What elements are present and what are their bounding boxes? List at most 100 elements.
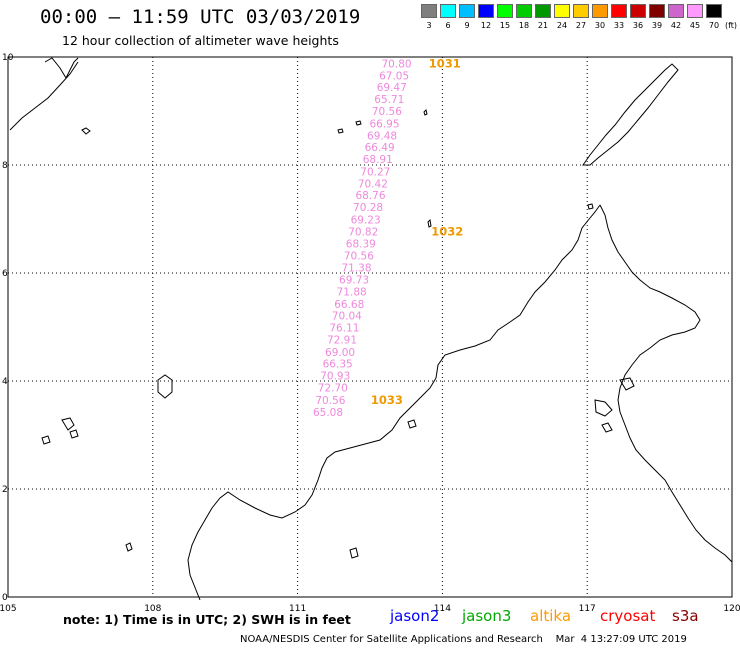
map-title: 00:00 – 11:59 UTC 03/03/2019: [40, 6, 361, 28]
wave-height-value: 70.56: [372, 106, 402, 118]
wave-height-value: 72.91: [327, 334, 357, 346]
coastline-indochina: [9, 57, 79, 131]
pressure-value: 1033: [371, 393, 403, 407]
scale-label: 18: [518, 21, 530, 30]
wave-height-value: 68.76: [355, 190, 385, 202]
wave-height-value: 69.00: [325, 347, 355, 359]
scale-label: 27: [575, 21, 587, 30]
coastline-borneo: [187, 204, 601, 601]
coastline-malay-islet: [81, 127, 91, 135]
wave-height-value: 70.56: [315, 395, 345, 407]
lon-tick-label: 108: [144, 604, 161, 614]
wave-height-value: 71.38: [341, 263, 371, 275]
scale-label: 39: [651, 21, 663, 30]
scale-label: 70: [708, 21, 720, 30]
wave-height-value: 70.04: [332, 311, 362, 323]
axis-tick-labels: 105 108 111 114 117 120 0 2 4 6 8 10: [0, 53, 740, 614]
coastline-reef-islets: [337, 109, 594, 228]
wave-height-value: 70.27: [360, 166, 390, 178]
footer-note: note: 1) Time is in UTC; 2) SWH is in fe…: [63, 612, 351, 627]
lat-tick-label: 8: [2, 161, 8, 171]
scale-swatch: [573, 4, 589, 18]
wave-height-value: 69.73: [339, 274, 369, 286]
lon-tick-label: 114: [434, 604, 451, 614]
wave-height-value: 68.39: [346, 238, 376, 250]
scale-label: 45: [689, 21, 701, 30]
scale-label: 21: [537, 21, 549, 30]
lat-tick-label: 10: [2, 53, 14, 63]
scale-swatch: [459, 4, 475, 18]
scale-swatch: [611, 4, 627, 18]
scale-label: 36: [632, 21, 644, 30]
lon-tick-label: 111: [289, 604, 306, 614]
wave-height-value: 70.56: [344, 251, 374, 263]
wave-height-value: 70.42: [358, 178, 388, 190]
coastline-east: [599, 204, 733, 563]
scale-swatch: [554, 4, 570, 18]
satellite-s3a: s3a: [672, 607, 699, 625]
wave-height-value: 70.93: [320, 371, 350, 383]
scale-label: 42: [670, 21, 682, 30]
scale-swatch: [630, 4, 646, 18]
lon-tick-label: 105: [0, 604, 17, 614]
wave-height-value: 70.28: [353, 202, 383, 214]
lat-tick-label: 2: [2, 485, 8, 495]
coastline-anambas: [41, 417, 79, 445]
scale-unit: (ft): [724, 21, 738, 30]
scale-swatch: [592, 4, 608, 18]
scale-swatch: [421, 4, 437, 18]
wave-height-value: 66.68: [334, 299, 364, 311]
wave-height-value: 68.91: [363, 154, 393, 166]
satellite-jason3: jason3: [462, 607, 512, 625]
scale-swatch: [668, 4, 684, 18]
satellite-cryosat: cryosat: [600, 607, 656, 625]
pressure-labels: 1031 1032 1033: [371, 56, 463, 406]
coastline-small-islands: [125, 419, 417, 559]
coastline-islets-right: [594, 377, 635, 433]
scale-swatch: [440, 4, 456, 18]
satellite-altika: altika: [530, 607, 572, 625]
scale-label: 15: [499, 21, 511, 30]
lat-tick-label: 6: [2, 269, 8, 279]
scale-swatch: [497, 4, 513, 18]
scale-label: 30: [594, 21, 606, 30]
wave-height-value: 69.23: [351, 215, 381, 227]
wave-height-value: 65.71: [374, 94, 404, 106]
footer-credit: NOAA/NESDIS Center for Satellite Applica…: [240, 634, 687, 645]
wave-height-value: 72.70: [318, 382, 348, 394]
wave-height-value: 71.88: [337, 286, 367, 298]
scale-label: 9: [464, 21, 470, 30]
scale-swatch: [478, 4, 494, 18]
pressure-value: 1031: [429, 56, 461, 70]
pressure-value: 1032: [431, 224, 463, 238]
wave-height-value: 76.11: [329, 323, 359, 335]
scale-swatch: [687, 4, 703, 18]
wave-height-value: 66.95: [369, 118, 399, 130]
scale-label: 3: [426, 21, 432, 30]
scale-swatch: [535, 4, 551, 18]
lon-tick-label: 120: [723, 604, 740, 614]
scale-label: 33: [613, 21, 625, 30]
coastlines: [9, 57, 733, 601]
scale-label: 12: [480, 21, 492, 30]
scale-label: 24: [556, 21, 568, 30]
satellite-jason2: jason2: [390, 607, 440, 625]
lon-tick-label: 117: [579, 604, 596, 614]
scale-swatch: [649, 4, 665, 18]
coastline-natuna: [157, 374, 173, 399]
scale-swatch: [706, 4, 722, 18]
map-subtitle: 12 hour collection of altimeter wave hei…: [62, 33, 339, 48]
wave-height-value: 66.35: [323, 359, 353, 371]
lat-lon-grid: [7, 56, 733, 598]
map-frame: [7, 56, 733, 598]
wave-height-value: 70.82: [348, 226, 378, 238]
scale-label: 6: [445, 21, 451, 30]
lat-tick-label: 0: [2, 593, 8, 603]
wave-height-value: 65.08: [313, 407, 343, 419]
altimeter-track: 70.8067.0569.4765.7170.5666.9569.4866.49…: [313, 58, 412, 418]
wave-height-value: 69.47: [377, 82, 407, 94]
wave-height-value: 70.80: [382, 58, 412, 70]
lat-tick-label: 4: [2, 377, 8, 387]
wave-height-value: 69.48: [367, 130, 397, 142]
